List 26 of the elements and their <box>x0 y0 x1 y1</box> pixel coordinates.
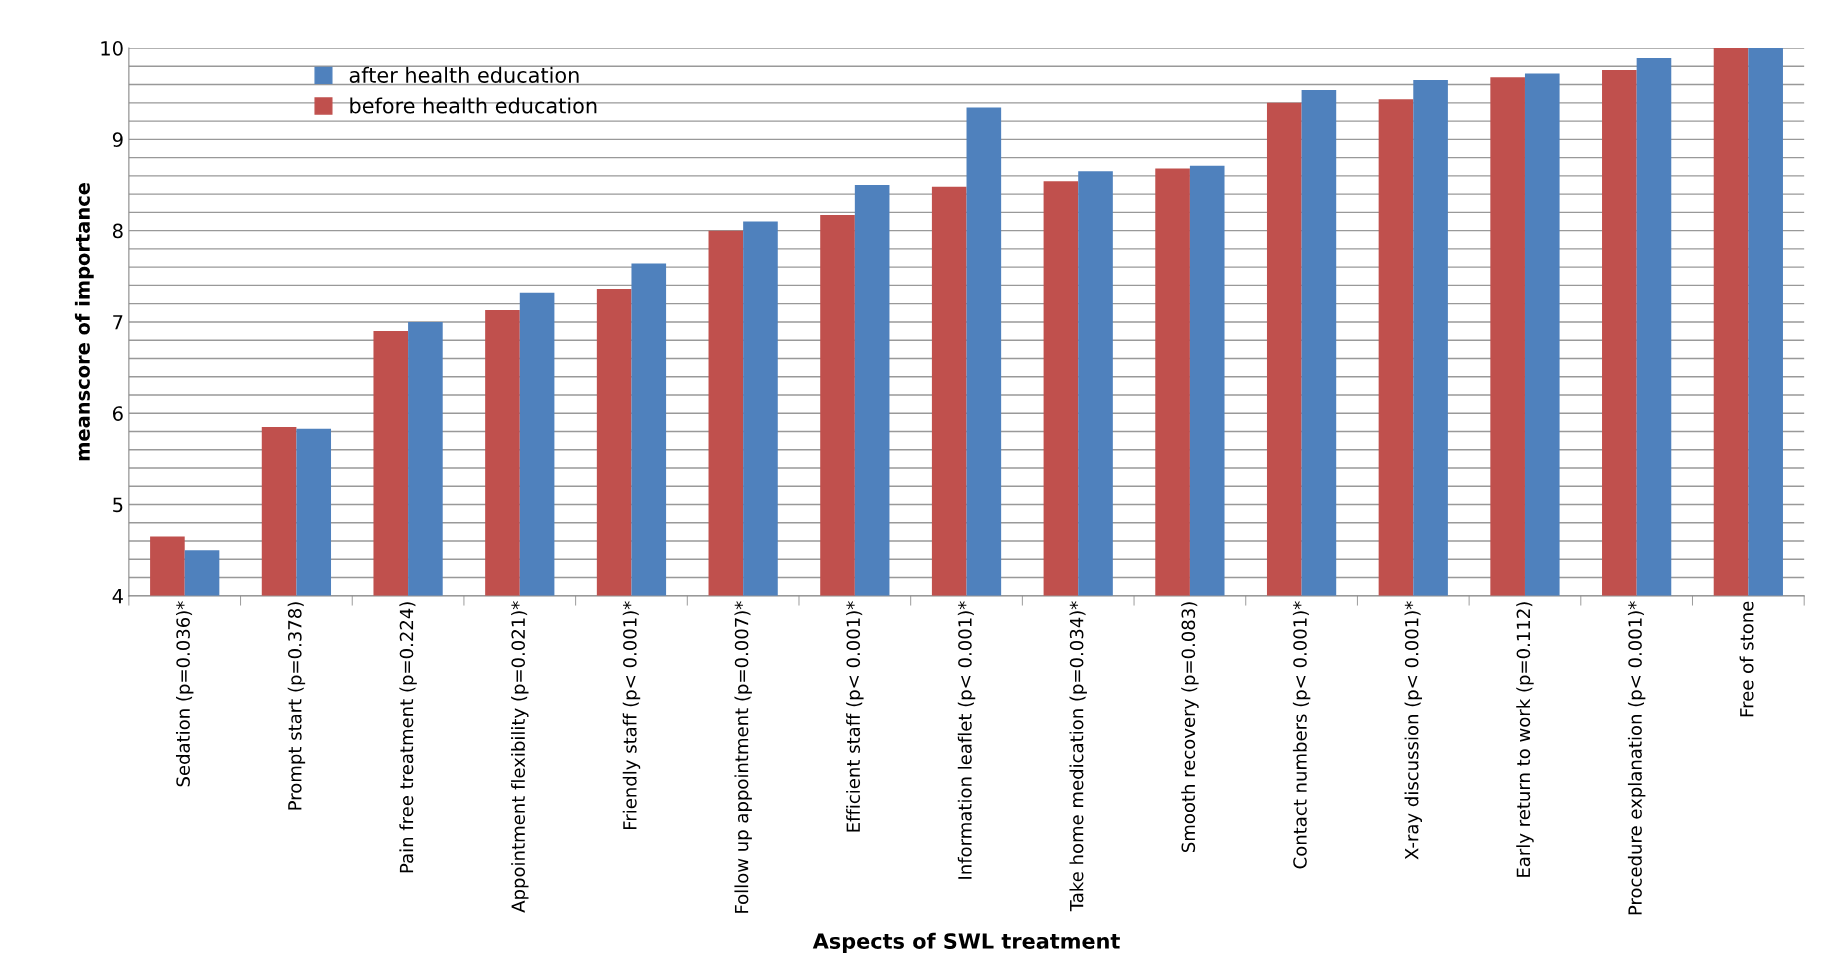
y-tick-label: 7 <box>113 315 123 330</box>
y-tick-label: 4 <box>112 589 123 604</box>
legend-label: after health education <box>349 66 579 83</box>
x-tick-label: Sedation (p=0.036)* <box>175 601 194 787</box>
y-tick-label: 6 <box>113 406 123 421</box>
y-tick-label: 9 <box>112 132 123 148</box>
x-tick-label: Follow up appointment (p=0.007)* <box>734 601 752 913</box>
x-axis-title: Aspects of SWL treatment <box>812 932 1120 953</box>
y-tick-label: 8 <box>112 223 123 239</box>
x-tick-label: Take home medication (p=0.034)* <box>1069 601 1087 912</box>
x-tick-label: Friendly staff (p< 0.001)* <box>622 601 641 830</box>
y-axis-title: meanscore of importance <box>74 182 94 461</box>
x-tick-label: Information leaflet (p< 0.001)* <box>957 601 976 879</box>
y-tick-label: 10 <box>101 41 123 56</box>
x-tick-label: Appointment flexibility (p=0.021)* <box>511 601 529 913</box>
x-tick-label: Efficient staff (p< 0.001)* <box>846 601 864 832</box>
x-tick-label: Pain free treatment (p=0.224) <box>399 602 417 873</box>
x-tick-label: Early return to work (p=0.112) <box>1516 602 1534 877</box>
x-tick-label: X-ray discussion (p< 0.001)* <box>1404 601 1423 860</box>
x-tick-label: Smooth recovery (p=0.083) <box>1181 602 1199 853</box>
legend-label: before health education <box>350 97 597 114</box>
y-tick-label: 5 <box>113 497 123 513</box>
x-tick-label: Free of stone <box>1739 601 1754 717</box>
x-tick-label: Prompt start (p=0.378) <box>287 602 306 810</box>
x-tick-label: Procedure explanation (p< 0.001)* <box>1627 601 1646 915</box>
x-tick-label: Contact numbers (p< 0.001)* <box>1292 601 1311 869</box>
